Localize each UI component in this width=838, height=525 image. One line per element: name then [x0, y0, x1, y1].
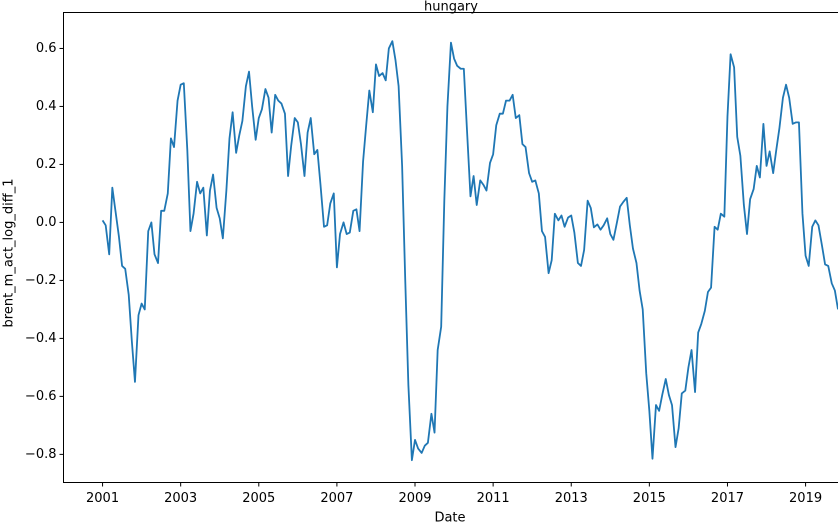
chart-title: hungary	[424, 0, 478, 15]
x-tick-label: 2007	[320, 491, 353, 506]
y-tick-label: −0.6	[25, 389, 57, 404]
x-axis-label: Date	[434, 511, 465, 525]
x-tick-label: 2013	[555, 491, 588, 506]
x-tick-label: 2005	[242, 491, 275, 506]
x-tick-label: 2017	[711, 491, 744, 506]
y-tick-label: 0.0	[36, 215, 57, 230]
x-tick-label: 2001	[86, 491, 119, 506]
x-tick-label: 2019	[789, 491, 822, 506]
y-tick-label: 0.4	[36, 99, 57, 114]
x-tick-label: 2011	[477, 491, 510, 506]
y-tick-label: −0.4	[25, 331, 57, 346]
y-tick-label: 0.2	[36, 157, 57, 172]
x-tick-label: 2009	[398, 491, 431, 506]
y-tick-label: 0.6	[36, 41, 57, 56]
data-line	[101, 40, 838, 462]
y-tick-label: −0.2	[25, 273, 57, 288]
y-axis-label: brent_m_act_log_diff_1	[2, 179, 17, 328]
y-tick-label: −0.8	[25, 447, 57, 462]
plot-frame	[63, 12, 838, 483]
x-tick-label: 2015	[633, 491, 666, 506]
x-tick-label: 2003	[164, 491, 197, 506]
